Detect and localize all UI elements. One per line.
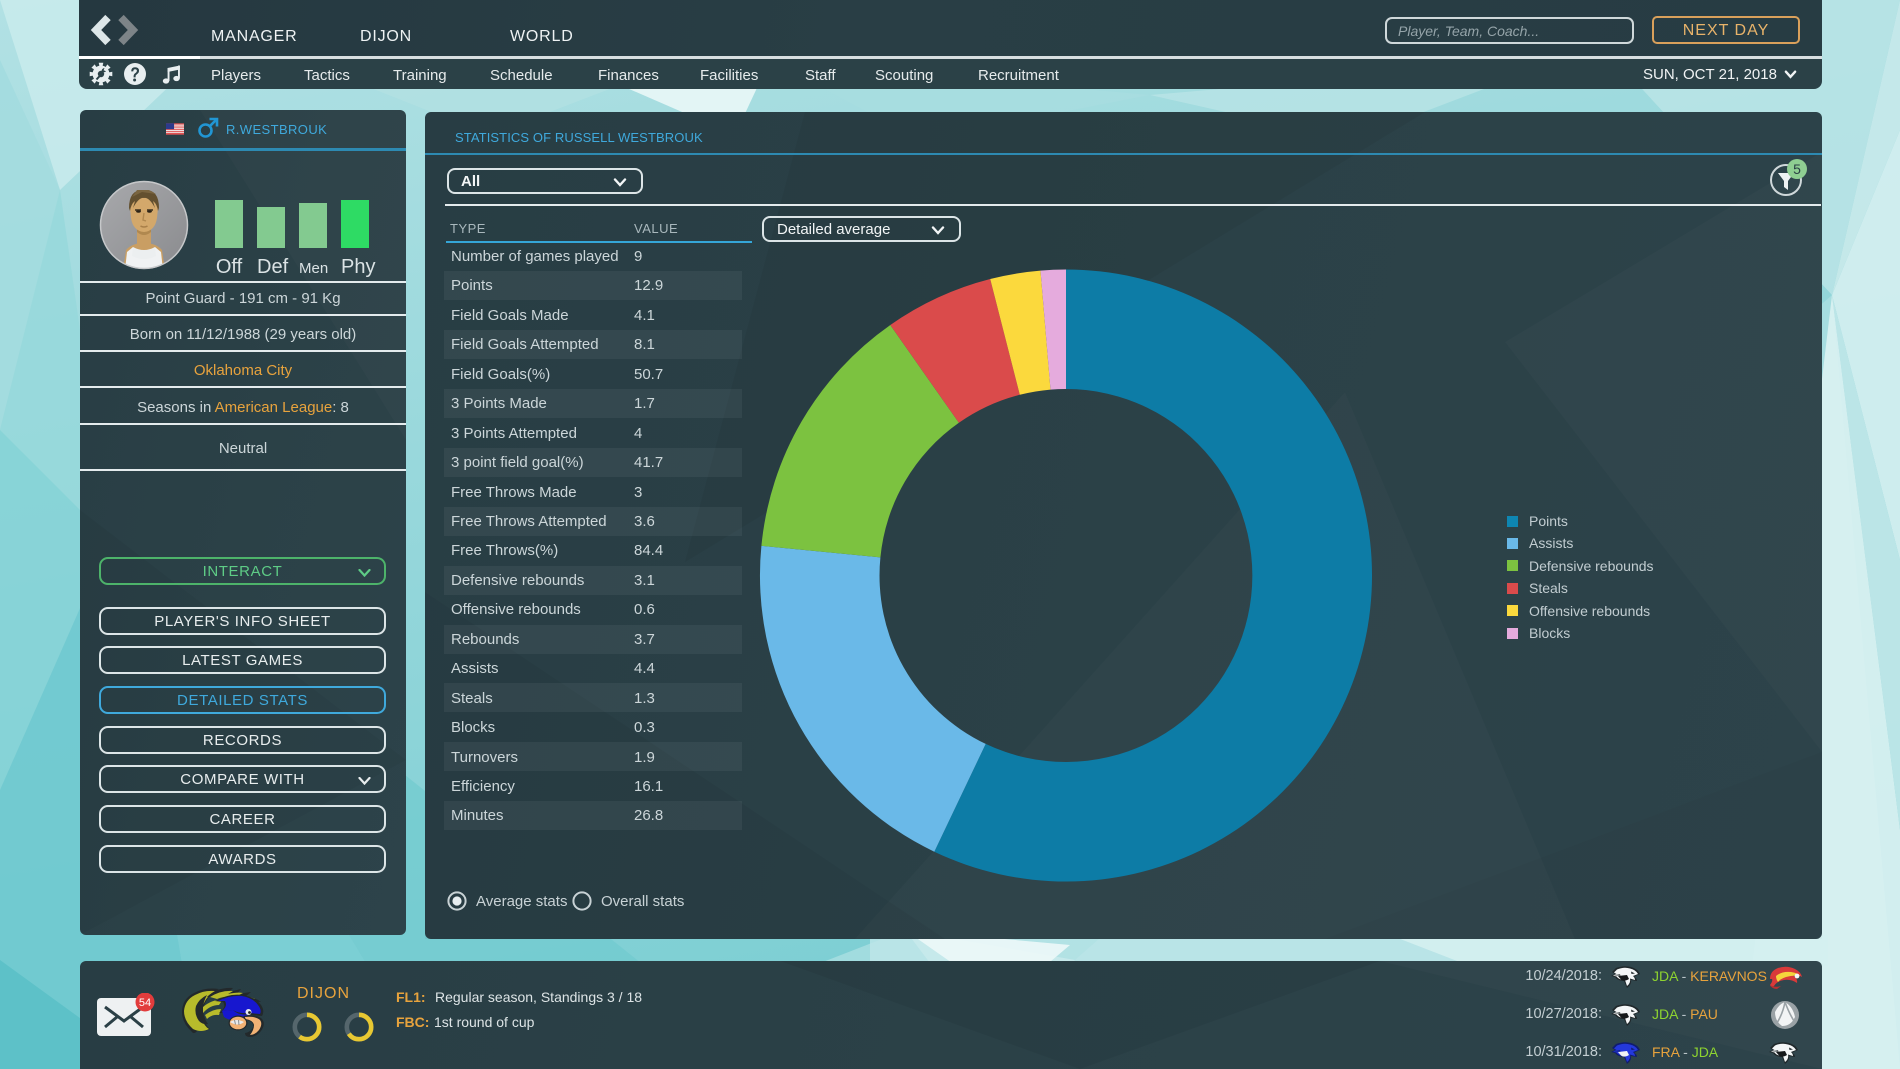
svg-text:5: 5	[1793, 161, 1801, 177]
svg-text:54: 54	[139, 997, 151, 1009]
